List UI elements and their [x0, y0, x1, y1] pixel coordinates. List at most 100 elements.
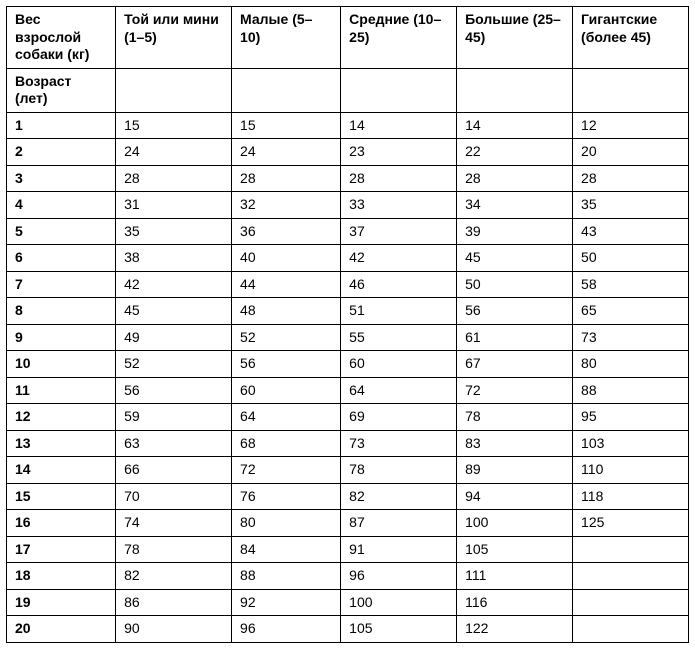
value-cell: 50	[457, 271, 573, 298]
value-cell: 82	[341, 483, 457, 510]
value-cell: 39	[457, 218, 573, 245]
value-cell: 84	[232, 536, 341, 563]
value-cell: 40	[232, 245, 341, 272]
value-cell: 42	[341, 245, 457, 272]
table-row: 17788491105	[7, 536, 689, 563]
subheader-empty	[573, 68, 689, 112]
age-cell: 11	[7, 377, 116, 404]
value-cell: 78	[341, 457, 457, 484]
value-cell: 105	[341, 616, 457, 643]
dog-age-weight-table: Вес взрослой собаки (кг) Той или мини (1…	[6, 6, 689, 643]
col-header-small: Малые (5–10)	[232, 7, 341, 69]
value-cell: 48	[232, 298, 341, 325]
value-cell: 76	[232, 483, 341, 510]
col-header-medium: Средние (10–25)	[341, 7, 457, 69]
value-cell: 35	[573, 192, 689, 219]
table-row: 105256606780	[7, 351, 689, 378]
value-cell: 28	[573, 165, 689, 192]
value-cell: 66	[116, 457, 232, 484]
value-cell: 63	[116, 430, 232, 457]
value-cell: 49	[116, 324, 232, 351]
table-row: 94952556173	[7, 324, 689, 351]
value-cell: 36	[232, 218, 341, 245]
table-row: 63840424550	[7, 245, 689, 272]
value-cell: 55	[341, 324, 457, 351]
age-cell: 12	[7, 404, 116, 431]
value-cell: 111	[457, 563, 573, 590]
age-label: Возраст (лет)	[7, 68, 116, 112]
value-cell: 110	[573, 457, 689, 484]
table-row: 18828896111	[7, 563, 689, 590]
value-cell: 80	[232, 510, 341, 537]
age-cell: 14	[7, 457, 116, 484]
age-cell: 13	[7, 430, 116, 457]
table-row: 53536373943	[7, 218, 689, 245]
subheader-empty	[232, 68, 341, 112]
value-cell: 74	[116, 510, 232, 537]
age-cell: 6	[7, 245, 116, 272]
value-cell: 52	[116, 351, 232, 378]
value-cell: 125	[573, 510, 689, 537]
age-cell: 19	[7, 589, 116, 616]
value-cell: 78	[116, 536, 232, 563]
table-header-row: Вес взрослой собаки (кг) Той или мини (1…	[7, 7, 689, 69]
value-cell	[573, 563, 689, 590]
age-cell: 15	[7, 483, 116, 510]
value-cell: 23	[341, 139, 457, 166]
value-cell: 45	[116, 298, 232, 325]
table-row: 74244465058	[7, 271, 689, 298]
value-cell: 61	[457, 324, 573, 351]
value-cell: 90	[116, 616, 232, 643]
value-cell: 28	[457, 165, 573, 192]
value-cell: 122	[457, 616, 573, 643]
table-row: 125964697895	[7, 404, 689, 431]
col-header-large: Большие (25–45)	[457, 7, 573, 69]
table-row: 11515141412	[7, 112, 689, 139]
value-cell: 52	[232, 324, 341, 351]
table-row: 198692100116	[7, 589, 689, 616]
value-cell: 14	[457, 112, 573, 139]
table-row: 32828282828	[7, 165, 689, 192]
value-cell: 78	[457, 404, 573, 431]
value-cell	[573, 616, 689, 643]
value-cell: 73	[341, 430, 457, 457]
col-header-weight: Вес взрослой собаки (кг)	[7, 7, 116, 69]
age-cell: 7	[7, 271, 116, 298]
value-cell: 87	[341, 510, 457, 537]
value-cell: 24	[232, 139, 341, 166]
age-cell: 18	[7, 563, 116, 590]
table-row: 22424232220	[7, 139, 689, 166]
value-cell: 15	[232, 112, 341, 139]
value-cell: 37	[341, 218, 457, 245]
value-cell: 12	[573, 112, 689, 139]
value-cell: 56	[457, 298, 573, 325]
value-cell: 60	[232, 377, 341, 404]
age-cell: 8	[7, 298, 116, 325]
subheader-empty	[116, 68, 232, 112]
value-cell: 28	[341, 165, 457, 192]
value-cell: 67	[457, 351, 573, 378]
value-cell: 28	[232, 165, 341, 192]
age-cell: 9	[7, 324, 116, 351]
value-cell: 22	[457, 139, 573, 166]
value-cell: 83	[457, 430, 573, 457]
value-cell: 91	[341, 536, 457, 563]
value-cell: 64	[232, 404, 341, 431]
value-cell: 51	[341, 298, 457, 325]
value-cell: 65	[573, 298, 689, 325]
value-cell: 58	[573, 271, 689, 298]
value-cell: 96	[232, 616, 341, 643]
value-cell: 88	[232, 563, 341, 590]
subheader-empty	[457, 68, 573, 112]
subheader-empty	[341, 68, 457, 112]
table-row: 115660647288	[7, 377, 689, 404]
value-cell: 92	[232, 589, 341, 616]
value-cell: 34	[457, 192, 573, 219]
value-cell: 64	[341, 377, 457, 404]
age-cell: 20	[7, 616, 116, 643]
value-cell: 94	[457, 483, 573, 510]
value-cell: 88	[573, 377, 689, 404]
value-cell: 50	[573, 245, 689, 272]
col-header-giant: Гигантские (более 45)	[573, 7, 689, 69]
value-cell: 68	[232, 430, 341, 457]
